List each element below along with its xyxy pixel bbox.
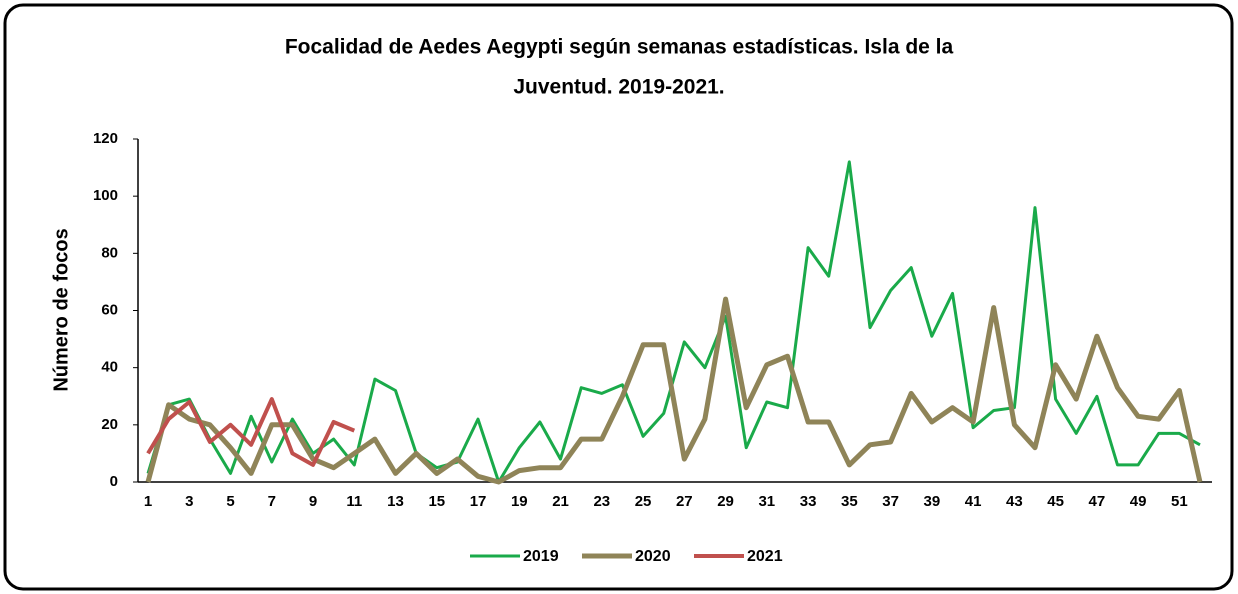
chart-border [3,3,1234,591]
x-tick-label: 41 [965,493,982,510]
y-tick-label: 60 [101,301,118,318]
x-tick-label: 45 [1047,493,1064,510]
x-tick-label: 19 [511,493,528,510]
y-tick-label: 40 [101,359,118,376]
x-tick-label: 33 [800,493,817,510]
x-tick-label: 13 [387,493,404,510]
y-tick-label: 100 [93,187,118,204]
x-tick-label: 21 [552,493,569,510]
y-tick-label: 20 [101,416,118,433]
legend-label: 2020 [635,548,671,565]
series-line [146,397,356,467]
legend-label: 2019 [523,548,559,565]
x-tick-label: 27 [676,493,693,510]
chart-title: Focalidad de Aedes Aegypti según semanas… [285,36,954,59]
y-tick-label: 0 [110,473,118,490]
x-tick-label: 35 [841,493,858,510]
chart-title: Juventud. 2019-2021. [513,76,724,99]
x-tick-label: 3 [185,493,193,510]
x-tick-label: 47 [1089,493,1106,510]
x-tick-label: 31 [758,493,775,510]
x-tick-label: 9 [309,493,317,510]
legend-label: 2021 [747,548,783,565]
series-line [145,296,1203,485]
x-tick-label: 11 [346,493,362,510]
x-tick-label: 51 [1171,493,1188,510]
x-tick-label: 7 [268,493,276,510]
y-tick-label: 80 [101,244,118,261]
x-tick-label: 49 [1130,493,1147,510]
x-tick-label: 29 [717,493,734,510]
y-tick-label: 120 [93,130,118,147]
x-tick-label: 5 [226,493,234,510]
x-tick-label: 25 [635,493,652,510]
x-tick-label: 39 [923,493,940,510]
x-tick-label: 15 [428,493,445,510]
x-tick-label: 23 [593,493,610,510]
x-tick-label: 37 [882,493,899,510]
x-tick-label: 17 [470,493,487,510]
x-tick-label: 1 [144,493,152,510]
x-tick-label: 43 [1006,493,1023,510]
y-axis-label: Número de focos [50,228,72,391]
